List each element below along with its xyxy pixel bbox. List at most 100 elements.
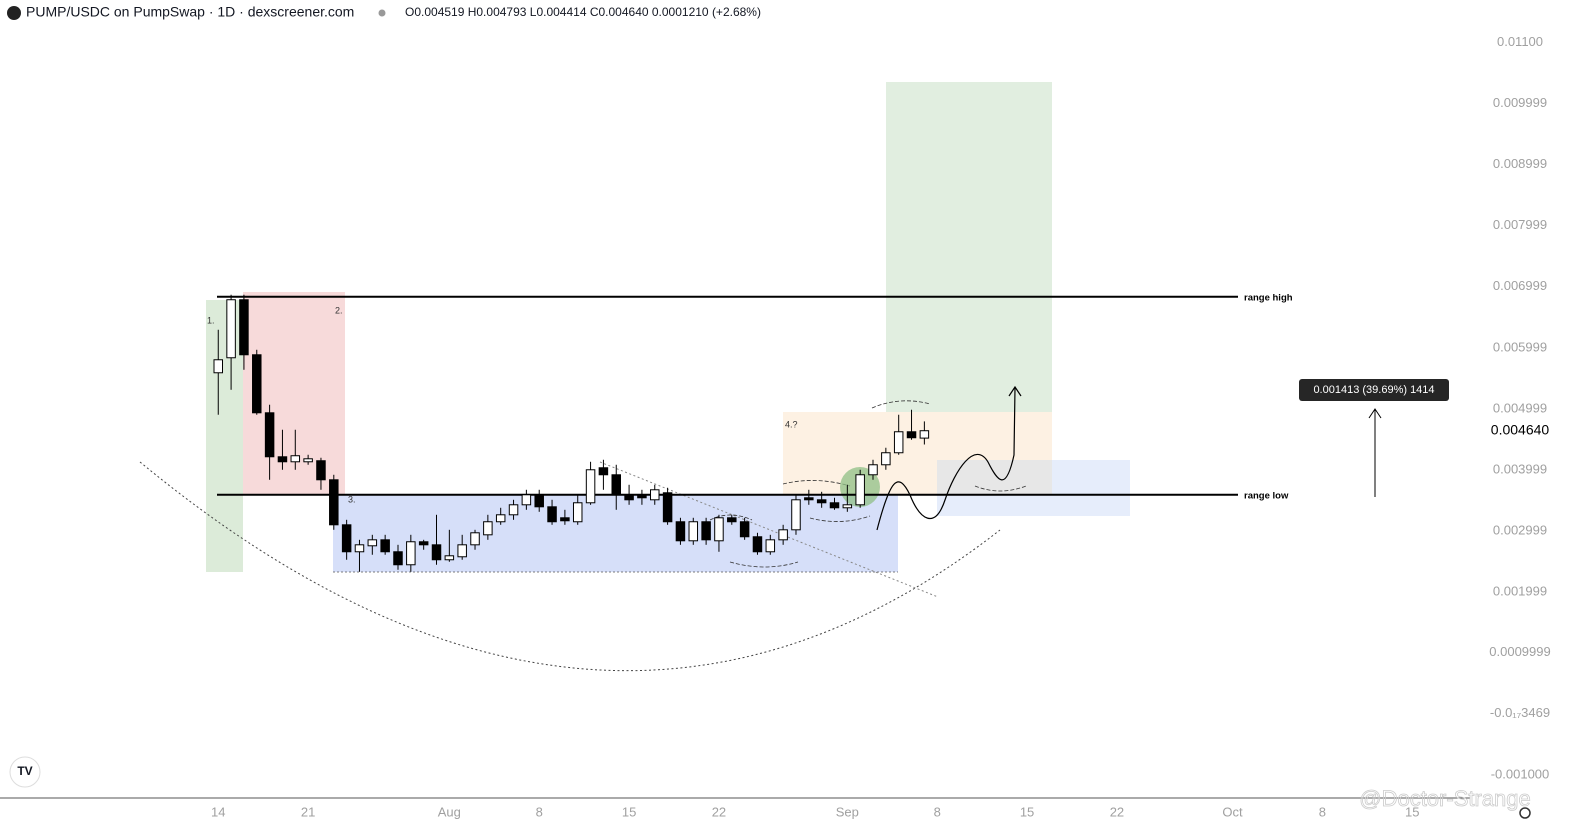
candle-body <box>277 456 288 463</box>
candle-body <box>881 452 891 466</box>
y-tick-label: 0.006999 <box>1493 278 1547 293</box>
watermark: @Doctor-Strange <box>1359 786 1531 811</box>
target-box <box>886 82 1052 413</box>
range-box <box>333 495 898 572</box>
arrow-head <box>1368 408 1382 419</box>
candle-body <box>290 455 301 463</box>
x-tick-label: 14 <box>211 804 225 819</box>
annotation: 4.? <box>785 419 798 429</box>
candle-body <box>470 532 480 546</box>
candle-body <box>778 529 788 541</box>
x-tick-label: Sep <box>836 804 859 819</box>
ohlc-header: O0.004519 H0.004793 L0.004414 C0.004640 … <box>405 5 761 19</box>
x-tick-label: Aug <box>438 804 461 819</box>
candle-body <box>264 412 275 458</box>
candle-body <box>804 497 814 501</box>
candle-body <box>701 521 711 541</box>
arrow-head <box>1008 385 1022 397</box>
candle-body <box>662 492 673 523</box>
curve <box>139 461 1001 672</box>
level-label: range low <box>1244 490 1289 501</box>
candle-body <box>457 544 467 558</box>
candle-body <box>585 469 596 504</box>
candle-body <box>893 431 904 454</box>
measure-box <box>1299 379 1449 401</box>
candle-body <box>418 541 429 546</box>
candle-body <box>431 544 442 561</box>
logo[interactable] <box>9 756 41 788</box>
y-tick-label: -0.0₁₇3469 <box>1490 705 1550 720</box>
retest-box <box>937 460 1052 495</box>
token-icon <box>7 6 21 20</box>
candle-body <box>341 524 352 553</box>
candle-body <box>727 517 737 523</box>
candle-body <box>637 494 647 499</box>
candle-body <box>816 499 827 504</box>
candle-body <box>765 539 776 553</box>
y-tick-label: 0.004999 <box>1493 400 1547 415</box>
y-tick-label: 0.009999 <box>1493 95 1547 110</box>
candle-body <box>534 494 544 508</box>
candle-body <box>739 521 750 538</box>
candle-body <box>829 502 840 509</box>
candle-body <box>508 504 519 516</box>
level-label: range high <box>1244 292 1293 303</box>
candle-body <box>688 521 699 542</box>
chart-title: PUMP/USDC on PumpSwap · 1D · dexscreener… <box>26 4 354 20</box>
candle-body <box>868 464 878 476</box>
annotation: 2. <box>335 305 343 315</box>
candle-body <box>842 504 853 509</box>
x-tick-label: 15 <box>1020 804 1034 819</box>
price-tag: 0.004640 <box>1491 421 1550 437</box>
candle-body <box>329 479 339 526</box>
candle-body <box>675 521 686 542</box>
logo-text: TV <box>17 764 32 778</box>
candle-body <box>521 494 532 506</box>
measure-label: 0.001413 (39.69%) 1414 <box>1313 384 1434 396</box>
candle-body <box>406 541 416 566</box>
settings-icon[interactable] <box>1519 807 1531 819</box>
y-tick-label: 0.008999 <box>1493 156 1547 171</box>
x-tick-label: 22 <box>1110 804 1124 819</box>
candle-body <box>354 544 365 553</box>
x-tick-label: Oct <box>1222 804 1243 819</box>
y-tick-label: 0.001999 <box>1493 583 1547 598</box>
candle-body <box>303 458 313 463</box>
candle-body <box>650 489 660 501</box>
x-tick-label: 8 <box>1319 804 1326 819</box>
x-tick-label: 21 <box>301 804 315 819</box>
highlight-box <box>206 300 243 572</box>
projection-path <box>876 387 1016 531</box>
y-tick-label: 0.002999 <box>1493 522 1547 537</box>
candle-body <box>495 514 506 523</box>
y-tick-label: -0.001000 <box>1491 766 1550 781</box>
y-tick-label: 0.0009999 <box>1489 644 1550 659</box>
candle-body <box>611 474 621 496</box>
y-tick-label: 0.005999 <box>1493 339 1547 354</box>
y-tick-label: 0.003999 <box>1493 461 1547 476</box>
candle-body <box>906 431 917 439</box>
candle-body <box>572 502 583 523</box>
annotation: 3. <box>348 494 356 504</box>
x-tick-label: 15 <box>622 804 636 819</box>
candle-body <box>252 354 262 414</box>
candle-body <box>598 467 609 476</box>
status-dot <box>378 9 386 17</box>
candle-body <box>239 299 249 356</box>
candle-body <box>226 299 236 359</box>
candle-body <box>380 539 390 553</box>
candle-body <box>547 506 557 523</box>
y-tick-label: 0.01100 <box>1497 34 1543 49</box>
x-tick-label: 8 <box>934 804 941 819</box>
x-tick-label: 15 <box>1405 804 1419 819</box>
candle-body <box>483 521 493 536</box>
candle-body <box>791 499 801 531</box>
annotation: 1. <box>207 315 215 325</box>
arc-note <box>709 400 1027 568</box>
x-tick-label: 22 <box>712 804 726 819</box>
candle-body <box>444 555 455 561</box>
candle-body <box>393 551 403 566</box>
candle-body <box>752 536 763 553</box>
x-tick-label: 8 <box>536 804 543 819</box>
